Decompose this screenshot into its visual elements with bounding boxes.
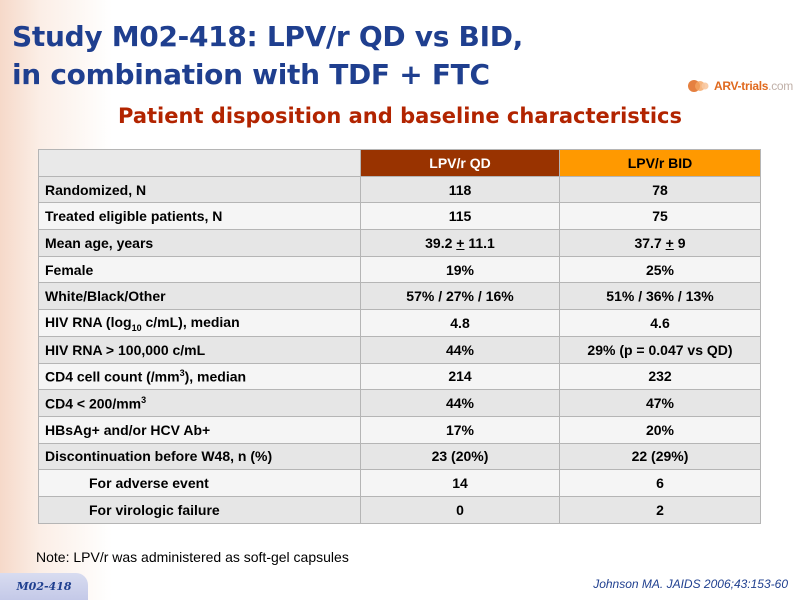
section-subtitle: Patient disposition and baseline charact…	[118, 104, 682, 128]
label-part: c/mL), median	[141, 313, 240, 330]
logo-brand: ARV-	[714, 79, 742, 93]
logo-icon	[686, 78, 710, 94]
table-row: Discontinuation before W48, n (%) 23 (20…	[38, 442, 761, 471]
qd-value: 44%	[360, 335, 560, 364]
bid-value: 78	[559, 175, 761, 204]
logo-text: ARV-trials.com	[714, 79, 793, 93]
row-label: White/Black/Other	[38, 282, 361, 311]
table-row: CD4 cell count (/mm3), median 214 232	[38, 362, 761, 391]
qd-value: 115	[360, 202, 560, 231]
bid-mean: 37.7	[634, 234, 666, 251]
table-row: HBsAg+ and/or HCV Ab+ 17% 20%	[38, 415, 761, 444]
row-label: HIV RNA (log10 c/mL), median	[38, 309, 361, 337]
row-label-indented: For virologic failure	[38, 495, 361, 524]
row-label: Mean age, years	[38, 229, 361, 257]
table-header-row: LPV/r QD LPV/r BID	[38, 149, 761, 177]
row-label-indented: For adverse event	[38, 469, 361, 497]
row-label: CD4 < 200/mm3	[38, 389, 361, 417]
bid-value: 232	[559, 362, 761, 391]
qd-value: 23 (20%)	[360, 442, 560, 471]
label-part: CD4 cell count (/mm	[45, 368, 180, 385]
label-part: ), median	[184, 368, 247, 385]
qd-value: 4.8	[360, 309, 560, 337]
row-label: Randomized, N	[38, 175, 361, 204]
qd-value: 0	[360, 495, 560, 524]
bid-value: 51% / 36% / 13%	[559, 282, 761, 311]
arv-trials-logo: ARV-trials.com	[686, 77, 793, 95]
table-row: For virologic failure 0 2	[38, 495, 761, 524]
row-label: Female	[38, 255, 361, 284]
row-label: HIV RNA > 100,000 c/mL	[38, 335, 361, 364]
label-part: HIV RNA (log	[45, 313, 132, 330]
title-line-2: in combination with TDF + FTC	[12, 58, 490, 91]
row-label: Discontinuation before W48, n (%)	[38, 442, 361, 471]
table-row: Treated eligible patients, N 115 75	[38, 202, 761, 231]
label-superscript: 3	[141, 394, 147, 405]
row-label: Treated eligible patients, N	[38, 202, 361, 231]
plus-minus-sign: +	[665, 234, 674, 251]
table-row: HIV RNA > 100,000 c/mL 44% 29% (p = 0.04…	[38, 335, 761, 364]
header-lpv-qd: LPV/r QD	[360, 149, 560, 177]
qd-mean: 39.2	[425, 234, 457, 251]
table-row: HIV RNA (log10 c/mL), median 4.8 4.6	[38, 309, 761, 337]
bid-value: 20%	[559, 415, 761, 444]
bid-value: 29% (p = 0.047 vs QD)	[559, 335, 761, 364]
reference-citation: Johnson MA. JAIDS 2006;43:153-60	[593, 577, 788, 591]
table-row: CD4 < 200/mm3 44% 47%	[38, 389, 761, 417]
bid-value: 2	[559, 495, 761, 524]
label-part: CD4 < 200/mm	[45, 395, 142, 412]
label-superscript: 3	[179, 368, 185, 379]
table-row: Randomized, N 118 78	[38, 175, 761, 204]
bid-sd: 9	[673, 234, 686, 251]
footnote: Note: LPV/r was administered as soft-gel…	[36, 549, 349, 565]
table-row: For adverse event 14 6	[38, 469, 761, 497]
bid-value: 6	[559, 469, 761, 497]
logo-brand-trials: trials	[741, 79, 769, 93]
table-row: Mean age, years 39.2 + 11.1 37.7 + 9	[38, 229, 761, 257]
bid-value: 22 (29%)	[559, 442, 761, 471]
table-row: White/Black/Other 57% / 27% / 16% 51% / …	[38, 282, 761, 311]
qd-value: 44%	[360, 389, 560, 417]
qd-value: 17%	[360, 415, 560, 444]
study-badge: M02-418	[0, 573, 88, 600]
qd-value: 19%	[360, 255, 560, 284]
characteristics-table: LPV/r QD LPV/r BID Randomized, N 118 78 …	[38, 149, 761, 524]
qd-value: 39.2 + 11.1	[360, 229, 560, 257]
slide-title: Study M02-418: LPV/r QD vs BID, in combi…	[12, 18, 523, 94]
title-line-1: Study M02-418: LPV/r QD vs BID,	[12, 20, 523, 53]
header-lpv-bid: LPV/r BID	[559, 149, 761, 177]
label-subscript: 10	[131, 322, 142, 333]
qd-value: 57% / 27% / 16%	[360, 282, 560, 311]
row-label: CD4 cell count (/mm3), median	[38, 362, 361, 391]
qd-value: 14	[360, 469, 560, 497]
plus-minus-sign: +	[456, 234, 465, 251]
logo-suffix: .com	[768, 79, 793, 93]
header-empty-cell	[38, 149, 361, 177]
qd-value: 214	[360, 362, 560, 391]
qd-sd: 11.1	[464, 234, 495, 251]
study-badge-label: M02-418	[16, 580, 72, 593]
bid-value: 25%	[559, 255, 761, 284]
qd-value: 118	[360, 175, 560, 204]
bid-value: 4.6	[559, 309, 761, 337]
row-label: HBsAg+ and/or HCV Ab+	[38, 415, 361, 444]
bid-value: 47%	[559, 389, 761, 417]
table-row: Female 19% 25%	[38, 255, 761, 284]
bid-value: 75	[559, 202, 761, 231]
bid-value: 37.7 + 9	[559, 229, 761, 257]
